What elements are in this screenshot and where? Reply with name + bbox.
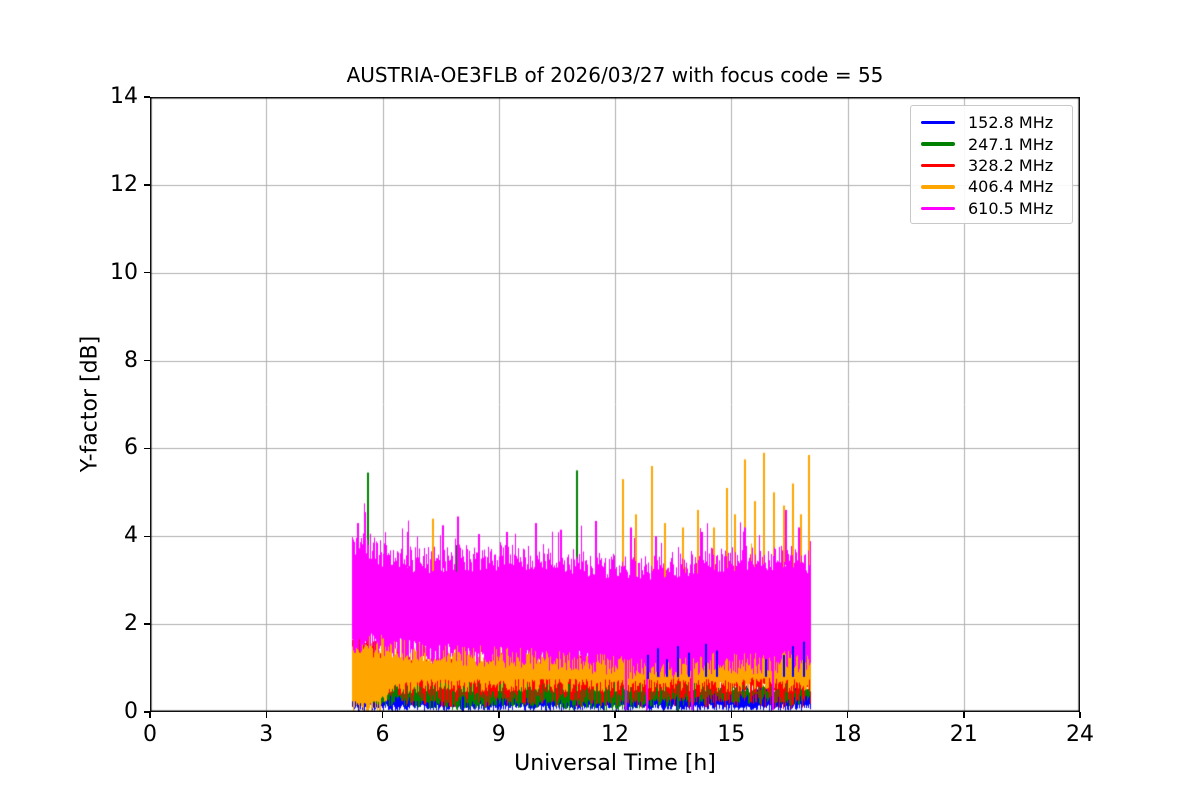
y-tick-mark [144,271,150,274]
x-tick-mark [614,712,616,718]
x-tick-label: 6 [375,722,390,747]
legend-entry-label: 610.5 MHz [968,198,1054,218]
legend-line-icon [921,185,955,189]
plot-title: AUSTRIA-OE3FLB of 2026/03/27 with focus … [346,63,884,87]
legend-entry-label: 328.2 MHz [968,155,1054,175]
y-tick-label: 2 [124,611,138,637]
y-tick-label: 12 [110,171,138,197]
x-tick-label: 0 [143,722,157,747]
y-tick-mark [144,623,150,625]
y-tick-mark [144,96,150,98]
legend-entry: 247.1 MHz [921,133,1072,154]
legend-entry-label: 152.8 MHz [968,113,1054,133]
y-tick-mark [144,359,150,362]
legend-entry-label: 247.1 MHz [968,134,1054,154]
x-tick-label: 3 [259,722,274,747]
y-tick-mark [144,447,150,450]
legend-entry-label: 406.4 MHz [968,177,1054,197]
x-tick-mark [381,712,384,718]
y-tick-mark [144,184,150,186]
legend-entry: 406.4 MHz [921,176,1072,197]
x-axis-label: Universal Time [h] [514,751,716,776]
x-tick-mark [1079,712,1081,718]
legend-entry: 610.5 MHz [921,198,1072,219]
y-tick-label: 14 [110,84,138,109]
legend-line-icon [921,120,955,125]
x-tick-label: 18 [833,722,862,747]
y-tick-mark [144,711,150,713]
y-tick-label: 4 [124,523,138,549]
x-tick-mark [265,712,267,718]
y-tick-label: 6 [124,435,138,461]
y-tick-mark [144,535,150,538]
legend-line-icon [921,206,955,210]
x-tick-label: 24 [1066,722,1094,747]
x-tick-label: 9 [491,722,506,747]
y-tick-label: 0 [124,699,138,724]
x-tick-mark [149,712,151,718]
legend-line-icon [921,163,955,168]
x-tick-label: 12 [601,722,629,747]
x-tick-mark [846,712,849,718]
legend-line-icon [921,142,955,146]
x-tick-mark [730,712,732,718]
y-tick-label: 8 [124,347,138,373]
legend-entry: 152.8 MHz [921,112,1072,133]
legend-box: 152.8 MHz 247.1 MHz 328.2 MHz 406.4 MHz 610.… [910,105,1073,224]
legend-entry: 328.2 MHz [921,155,1072,176]
x-tick-mark [963,712,965,718]
x-tick-label: 21 [949,722,978,747]
y-tick-label: 10 [110,259,138,285]
x-tick-mark [498,712,500,718]
x-tick-label: 15 [717,722,746,747]
